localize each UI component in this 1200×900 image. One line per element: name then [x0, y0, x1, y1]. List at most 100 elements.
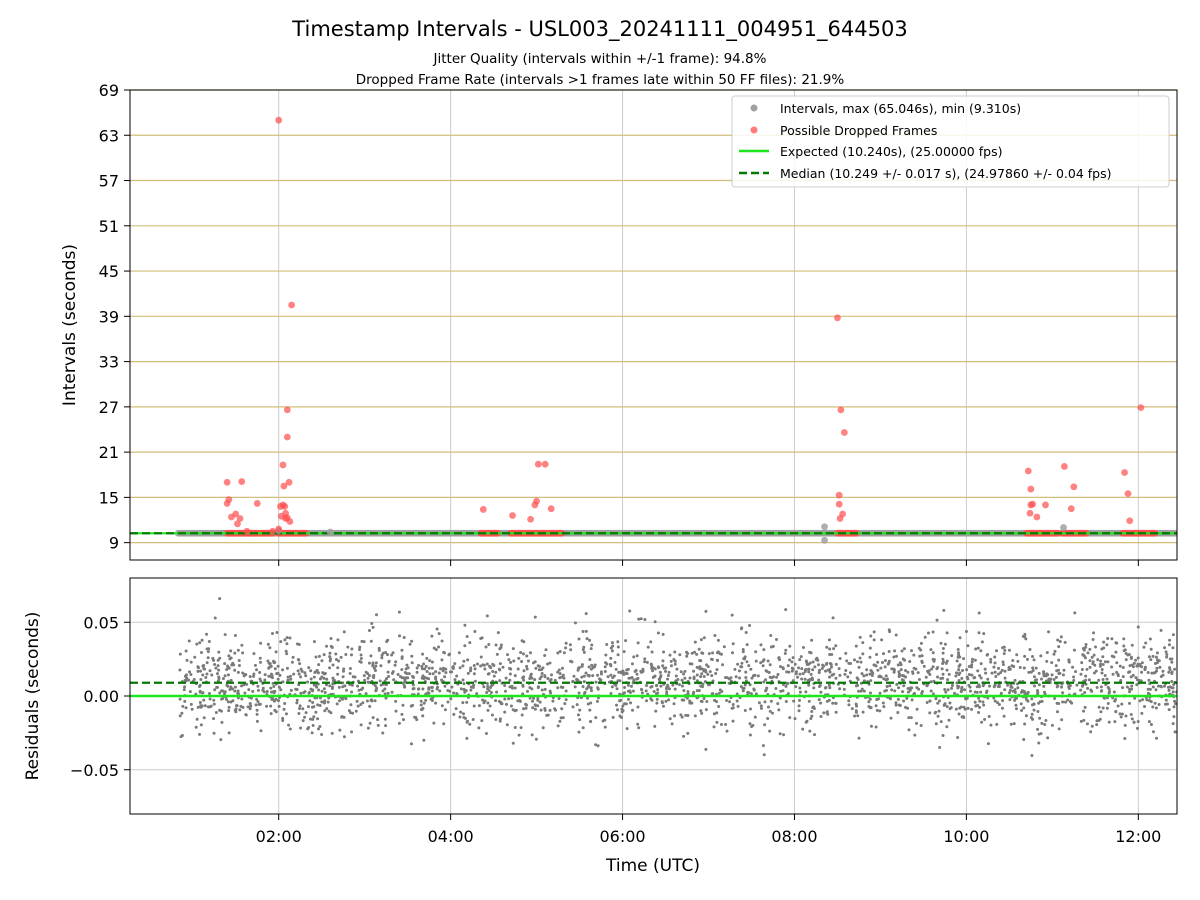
- residual-point: [240, 697, 244, 701]
- dropped-frame-outlier-point: [839, 510, 847, 518]
- residual-point: [674, 674, 678, 678]
- residual-point: [385, 677, 389, 681]
- residual-point: [589, 686, 593, 690]
- residual-point: [473, 679, 477, 683]
- residual-point: [909, 716, 913, 720]
- residual-point: [975, 685, 979, 689]
- residual-point: [941, 672, 945, 676]
- residual-point: [580, 675, 584, 679]
- residual-point: [658, 670, 662, 674]
- residual-point: [978, 699, 982, 703]
- residual-point: [223, 674, 227, 678]
- residual-point: [869, 634, 873, 638]
- residual-point: [706, 672, 710, 676]
- residual-point: [1081, 653, 1085, 657]
- residual-point: [1165, 702, 1169, 706]
- residual-point: [383, 692, 387, 696]
- residual-point: [1043, 690, 1047, 694]
- residual-point: [609, 692, 613, 696]
- residual-point: [928, 699, 932, 703]
- residual-point: [285, 642, 289, 646]
- residual-point: [1048, 678, 1052, 682]
- residual-point: [346, 645, 350, 649]
- residual-point: [1127, 670, 1131, 674]
- residual-point: [286, 675, 290, 679]
- residual-point: [533, 615, 537, 619]
- residual-point: [473, 629, 477, 633]
- residual-point: [601, 719, 605, 723]
- residual-point: [1088, 647, 1092, 651]
- residual-point: [410, 639, 414, 643]
- residual-point: [1148, 637, 1152, 641]
- residual-point: [1052, 678, 1056, 682]
- residual-point: [744, 679, 748, 683]
- residual-point: [311, 717, 315, 721]
- residual-point: [430, 660, 434, 664]
- residual-point: [215, 685, 219, 689]
- residual-point: [776, 702, 780, 706]
- residual-point: [422, 738, 426, 742]
- residual-point: [188, 670, 192, 674]
- residual-point: [922, 664, 926, 668]
- residual-point: [1132, 720, 1136, 724]
- residual-point: [912, 653, 916, 657]
- residual-point: [1012, 722, 1016, 726]
- residual-point: [397, 721, 401, 725]
- residual-point: [268, 646, 272, 650]
- dropped-frame-outlier-point: [1070, 483, 1078, 491]
- residual-point: [1003, 676, 1007, 680]
- legend-dropped-marker: [750, 126, 758, 134]
- residual-point: [512, 659, 516, 663]
- residual-point: [880, 638, 884, 642]
- residual-point: [229, 656, 233, 660]
- dropped-frame-outlier-point: [834, 314, 841, 322]
- residual-point: [834, 701, 838, 705]
- residual-point: [950, 654, 954, 658]
- residual-point: [801, 672, 805, 676]
- residual-point: [243, 691, 247, 695]
- residual-point: [323, 699, 327, 703]
- residual-point: [539, 675, 543, 679]
- residual-point: [713, 698, 717, 702]
- residual-point: [573, 685, 577, 689]
- residual-point: [1103, 660, 1107, 664]
- residual-point: [630, 708, 634, 712]
- residual-point: [367, 674, 371, 678]
- residual-point: [258, 702, 262, 706]
- residual-point: [442, 722, 446, 726]
- residual-point: [1173, 667, 1177, 671]
- residual-point: [297, 711, 301, 715]
- residual-point: [934, 710, 938, 714]
- residual-point: [936, 714, 940, 718]
- residual-point: [854, 644, 858, 648]
- residual-point: [931, 665, 935, 669]
- residual-point: [409, 704, 413, 708]
- residual-point: [226, 700, 230, 704]
- residual-point: [198, 701, 202, 705]
- residual-point: [977, 631, 981, 635]
- residual-point: [277, 685, 281, 689]
- residual-point: [271, 681, 275, 685]
- residual-point: [661, 659, 665, 663]
- residual-point: [183, 699, 187, 703]
- residual-point: [248, 675, 252, 679]
- residual-point: [373, 668, 377, 672]
- residual-point: [878, 709, 882, 713]
- residual-point: [1073, 611, 1077, 615]
- residual-point: [945, 725, 949, 729]
- residual-point: [203, 667, 207, 671]
- residual-point: [308, 699, 312, 703]
- residual-point: [282, 707, 286, 711]
- residual-point: [964, 697, 968, 701]
- residual-point: [297, 683, 301, 687]
- residual-point: [430, 699, 434, 703]
- residual-point: [830, 673, 834, 677]
- residual-point: [489, 686, 493, 690]
- residual-point: [757, 701, 761, 705]
- dropped-frame-outlier-point: [547, 505, 555, 513]
- residual-point: [360, 687, 364, 691]
- residual-point: [368, 721, 372, 725]
- residual-point: [748, 722, 752, 726]
- residual-point: [603, 669, 607, 673]
- residual-point: [449, 697, 453, 701]
